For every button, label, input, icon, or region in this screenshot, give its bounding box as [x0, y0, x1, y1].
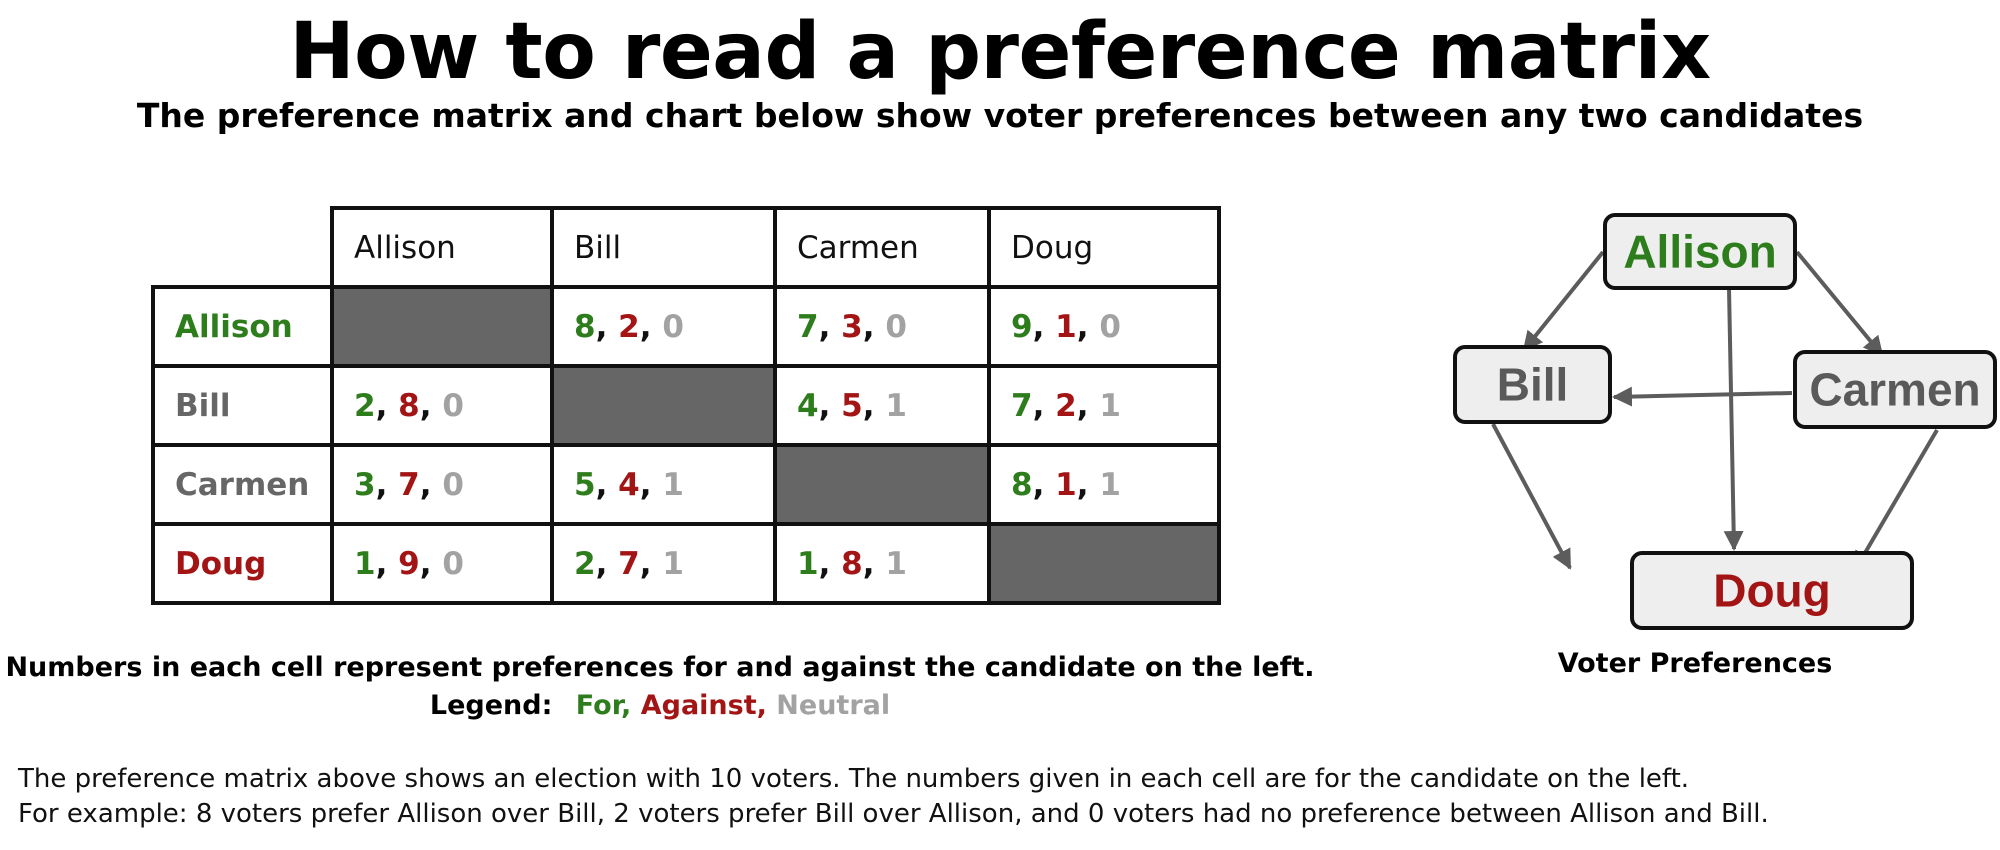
row-header-bill: Bill: [151, 364, 334, 447]
votes-for: 8: [574, 308, 596, 345]
votes-against: 1: [1055, 466, 1077, 503]
matrix-cell: 2, 7, 1: [550, 522, 777, 605]
matrix-cell: 7, 2, 1: [987, 364, 1221, 447]
diagram-caption: Voter Preferences: [1557, 648, 1833, 679]
votes-against: 7: [618, 545, 640, 582]
row-header-doug: Doug: [151, 522, 334, 605]
matrix-cell: 8, 1, 1: [987, 443, 1221, 526]
votes-neutral: 0: [442, 545, 464, 582]
node-doug: Doug: [1630, 551, 1914, 630]
legend-against: Against,: [640, 690, 767, 721]
edge-carmen-prefers-over-doug: [1853, 428, 1939, 572]
matrix-note: Numbers in each cell represent preferenc…: [5, 652, 1315, 683]
votes-against: 3: [841, 308, 863, 345]
column-header-allison: Allison: [330, 206, 554, 289]
legend: Legend: For, Against, Neutral: [0, 688, 1320, 724]
legend-label: Legend:: [429, 690, 553, 721]
matrix-cell: 7, 3, 0: [773, 285, 991, 368]
votes-neutral: 1: [1099, 466, 1121, 503]
matrix-row: Allison 8, 2, 0 7, 3, 0 9, 1, 0: [151, 285, 1221, 368]
votes-neutral: 1: [662, 545, 684, 582]
votes-neutral: 0: [442, 387, 464, 424]
votes-for: 3: [354, 466, 376, 503]
matrix-corner-cell: [153, 208, 332, 287]
votes-neutral: 1: [885, 545, 907, 582]
votes-neutral: 0: [662, 308, 684, 345]
matrix-cell: 3, 7, 0: [330, 443, 554, 526]
legend-for: For,: [575, 690, 632, 721]
explanation-line-1: The preference matrix above shows an ele…: [18, 764, 1690, 794]
row-header-allison: Allison: [151, 285, 334, 368]
matrix-cell: 8, 2, 0: [550, 285, 777, 368]
votes-for: 2: [354, 387, 376, 424]
edge-allison-prefers-over-doug: [1723, 287, 1744, 551]
matrix-cell: 9, 1, 0: [987, 285, 1221, 368]
node-allison: Allison: [1603, 213, 1797, 290]
votes-neutral: 1: [1099, 387, 1121, 424]
node-carmen: Carmen: [1793, 350, 1997, 429]
matrix-cell: 4, 5, 1: [773, 364, 991, 447]
votes-for: 2: [574, 545, 596, 582]
votes-against: 7: [398, 466, 420, 503]
node-bill: Bill: [1453, 345, 1612, 424]
votes-for: 9: [1011, 308, 1033, 345]
node-box: [1793, 350, 1997, 429]
edge-carmen-prefers-over-bill: [1612, 386, 1793, 407]
votes-against: 5: [841, 387, 863, 424]
votes-for: 1: [797, 545, 819, 582]
votes-for: 8: [1011, 466, 1033, 503]
matrix-self-cell: [773, 443, 991, 526]
votes-neutral: 0: [885, 308, 907, 345]
votes-against: 9: [398, 545, 420, 582]
votes-neutral: 1: [662, 466, 684, 503]
votes-neutral: 1: [885, 387, 907, 424]
votes-against: 1: [1055, 308, 1077, 345]
votes-neutral: 0: [1099, 308, 1121, 345]
matrix-self-cell: [550, 364, 777, 447]
votes-for: 7: [1011, 387, 1033, 424]
legend-neutral: Neutral: [776, 690, 891, 721]
column-header-carmen: Carmen: [773, 206, 991, 289]
votes-for: 7: [797, 308, 819, 345]
node-label: Bill: [1497, 359, 1569, 411]
matrix-header-row: Allison Bill Carmen Doug: [153, 206, 1221, 289]
votes-against: 4: [618, 466, 640, 503]
matrix-self-cell: [330, 285, 554, 368]
matrix-cell: 1, 9, 0: [330, 522, 554, 605]
explanation-text: The preference matrix above shows an ele…: [18, 762, 1769, 832]
votes-against: 2: [1055, 387, 1077, 424]
node-label: Allison: [1623, 226, 1776, 278]
node-label: Carmen: [1809, 364, 1980, 416]
matrix-row: Doug 1, 9, 0 2, 7, 1 1, 8, 1: [151, 522, 1221, 605]
matrix-cell: 2, 8, 0: [330, 364, 554, 447]
votes-for: 4: [797, 387, 819, 424]
matrix-row: Bill 2, 8, 0 4, 5, 1 7, 2, 1: [151, 364, 1221, 447]
edge-allison-prefers-over-bill: [1522, 250, 1605, 352]
matrix-self-cell: [987, 522, 1221, 605]
matrix-cell: 5, 4, 1: [550, 443, 777, 526]
matrix-cell: 1, 8, 1: [773, 522, 991, 605]
row-header-carmen: Carmen: [151, 443, 334, 526]
column-header-doug: Doug: [987, 206, 1221, 289]
preference-graph: Allison Bill Carmen Doug: [1453, 213, 1997, 630]
node-box: [1603, 213, 1797, 290]
matrix-row: Carmen 3, 7, 0 5, 4, 1 8, 1, 1: [151, 443, 1221, 526]
page-title: How to read a preference matrix: [289, 7, 1711, 97]
column-header-bill: Bill: [550, 206, 777, 289]
edge-allison-prefers-over-carmen: [1795, 250, 1884, 357]
votes-neutral: 0: [442, 466, 464, 503]
node-box: [1453, 345, 1612, 424]
page-subtitle: The preference matrix and chart below sh…: [136, 96, 1864, 135]
votes-for: 1: [354, 545, 376, 582]
voter-preference-diagram: Allison Bill Carmen Doug: [1420, 200, 2000, 680]
votes-against: 2: [618, 308, 640, 345]
votes-for: 5: [574, 466, 596, 503]
votes-against: 8: [841, 545, 863, 582]
edge-bill-prefers-over-doug: [1491, 423, 1572, 570]
node-label: Doug: [1713, 565, 1831, 617]
votes-against: 8: [398, 387, 420, 424]
node-box: [1630, 551, 1914, 630]
explanation-line-2: For example: 8 voters prefer Allison ove…: [18, 799, 1769, 829]
